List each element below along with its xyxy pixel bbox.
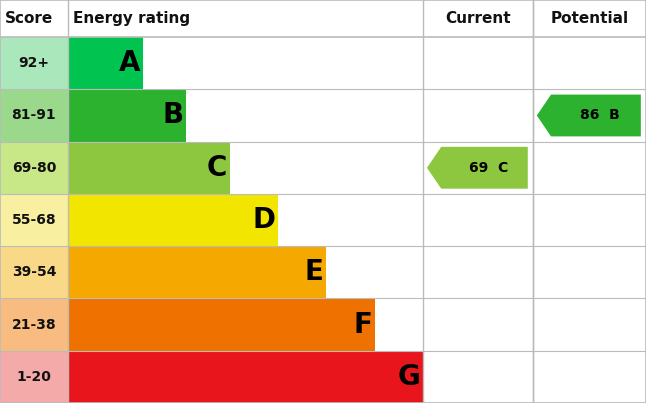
- Bar: [68, 141, 230, 194]
- Bar: [68, 194, 278, 246]
- Bar: [0, 299, 68, 351]
- Text: G: G: [398, 363, 421, 391]
- Text: 39-54: 39-54: [12, 265, 56, 279]
- Bar: [0, 89, 68, 141]
- Bar: [68, 89, 186, 141]
- Bar: [0, 246, 68, 299]
- Text: B: B: [163, 102, 183, 129]
- Text: Potential: Potential: [550, 11, 629, 26]
- Text: 86  B: 86 B: [580, 108, 620, 123]
- Text: D: D: [253, 206, 276, 234]
- Bar: [68, 351, 423, 403]
- Text: 21-38: 21-38: [12, 318, 56, 332]
- Text: 55-68: 55-68: [12, 213, 56, 227]
- Text: 69-80: 69-80: [12, 161, 56, 175]
- Bar: [0, 194, 68, 246]
- Bar: [0, 351, 68, 403]
- Text: 1-20: 1-20: [17, 370, 51, 384]
- Bar: [68, 299, 375, 351]
- Bar: [68, 37, 143, 89]
- Text: 81-91: 81-91: [12, 108, 56, 123]
- Polygon shape: [427, 147, 528, 189]
- Bar: [68, 246, 326, 299]
- Polygon shape: [537, 95, 641, 136]
- Text: C: C: [207, 154, 227, 182]
- Bar: [0, 141, 68, 194]
- Bar: [0, 37, 68, 89]
- Text: Score: Score: [5, 11, 54, 26]
- Text: F: F: [353, 311, 372, 339]
- Text: A: A: [119, 49, 140, 77]
- Text: E: E: [305, 258, 324, 286]
- Text: 69  C: 69 C: [469, 161, 508, 175]
- Text: Energy rating: Energy rating: [73, 11, 190, 26]
- Text: Current: Current: [445, 11, 511, 26]
- Text: 92+: 92+: [19, 56, 49, 70]
